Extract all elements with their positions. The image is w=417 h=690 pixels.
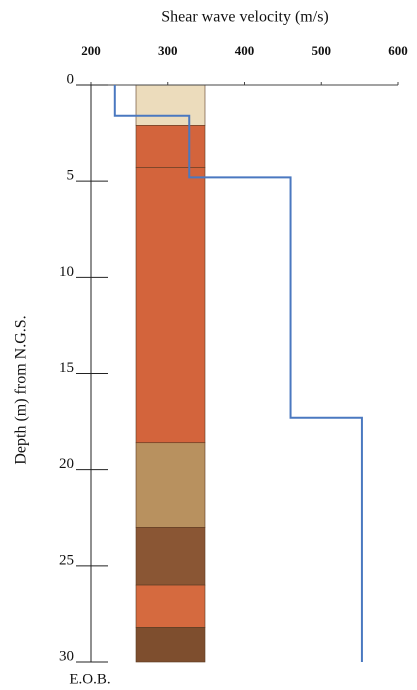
- y-tick-label: 25: [59, 552, 74, 568]
- y-tick-label: 15: [59, 360, 74, 376]
- soil-layer: [135, 627, 206, 663]
- x-tick-label: 300: [158, 43, 178, 58]
- x-tick-label: 600: [388, 43, 408, 58]
- x-tick-label: 500: [312, 43, 332, 58]
- annotation: E.O.B.: [69, 671, 110, 687]
- y-tick-label: 20: [59, 456, 74, 472]
- x-axis-label: Shear wave velocity (m/s): [161, 9, 329, 26]
- soil-layer: [135, 584, 206, 628]
- y-tick-label: 0: [67, 71, 75, 87]
- soil-layer: [135, 442, 206, 528]
- soil-layer: [135, 84, 206, 126]
- y-tick-label: 30: [59, 648, 74, 664]
- y-tick-label: 5: [67, 168, 75, 184]
- soil-layer: [135, 527, 206, 586]
- y-axis-label: Depth (m) from N.G.S.: [13, 315, 30, 464]
- soil-layer: [135, 125, 206, 169]
- y-tick-label: 10: [59, 264, 74, 280]
- velocity-profile: [113, 85, 363, 662]
- soil-layer: [135, 167, 206, 444]
- x-tick-label: 400: [235, 43, 255, 58]
- x-tick-label: 200: [81, 43, 101, 58]
